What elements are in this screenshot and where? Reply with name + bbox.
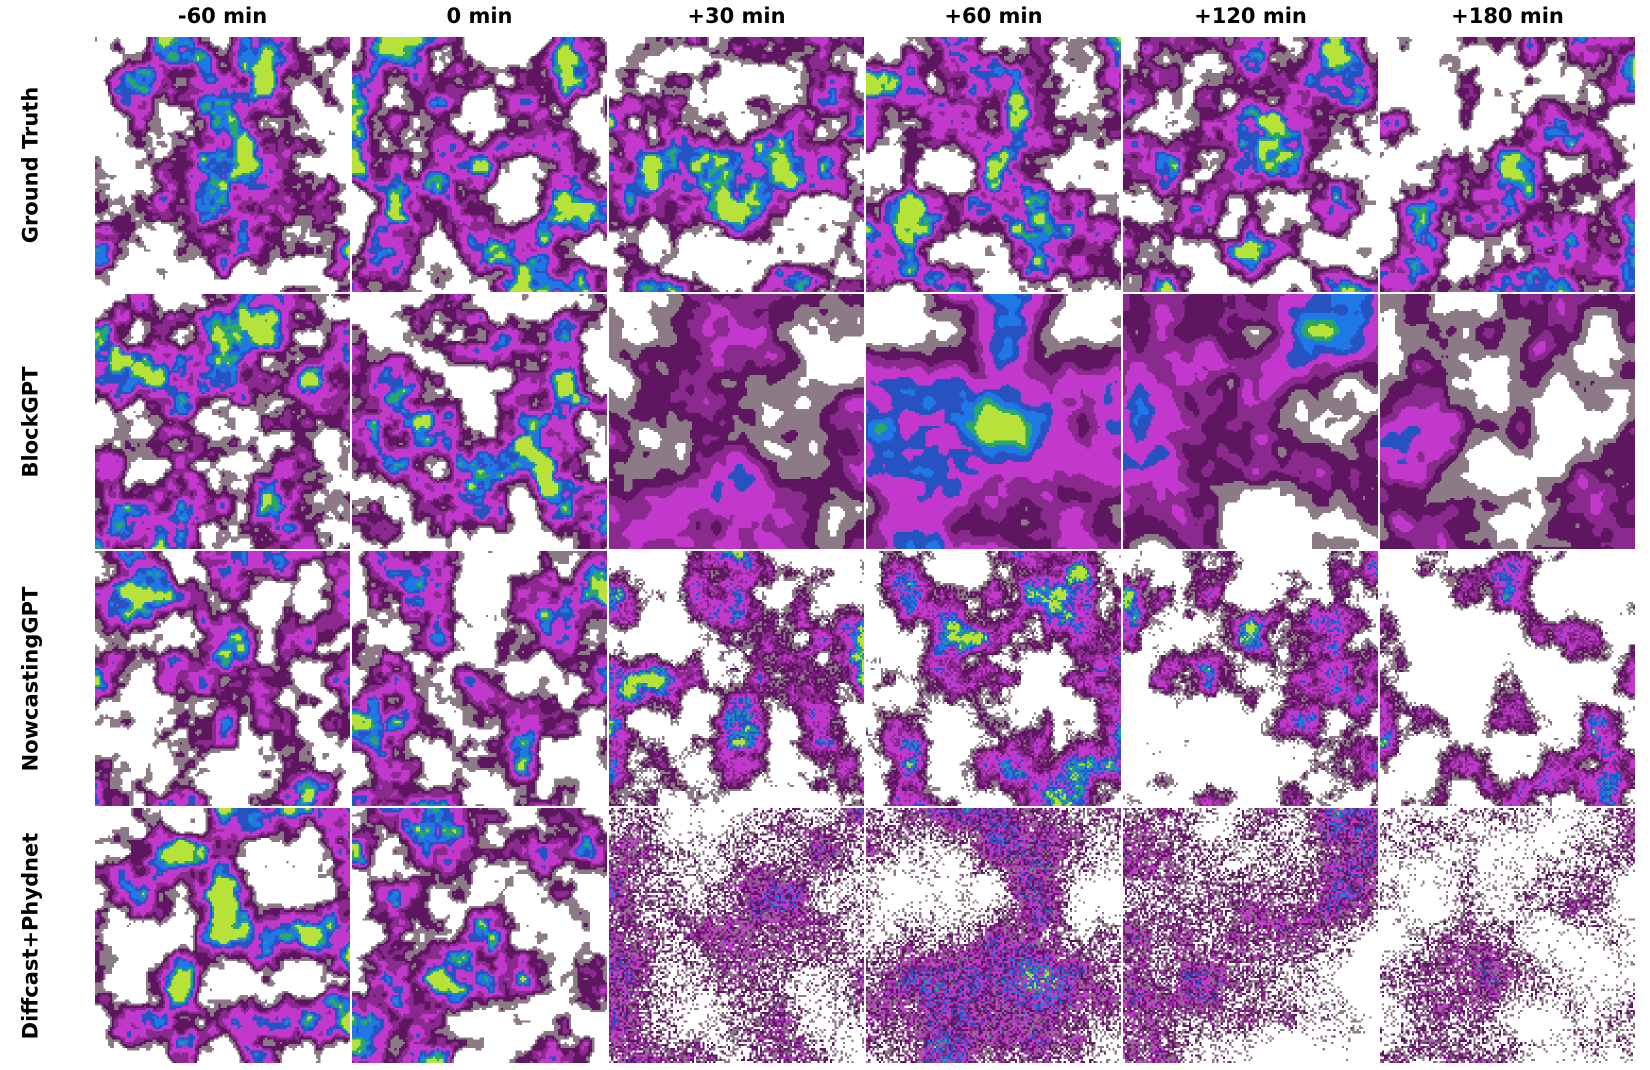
- radar-panel: [1380, 808, 1635, 1063]
- radar-panel: [1380, 551, 1635, 806]
- radar-image: [95, 551, 350, 806]
- radar-image: [95, 808, 350, 1063]
- radar-panel: [352, 808, 607, 1063]
- row-label-1: Ground Truth: [18, 86, 43, 243]
- radar-image: [95, 294, 350, 549]
- radar-image: [866, 37, 1121, 292]
- radar-panel: [352, 294, 607, 549]
- column-header-5: +120 min: [1194, 4, 1307, 28]
- radar-panel: [1380, 37, 1635, 292]
- radar-panel: [1380, 294, 1635, 549]
- radar-panel: [609, 808, 864, 1063]
- radar-panel: [1123, 808, 1378, 1063]
- radar-image: [1123, 551, 1378, 806]
- radar-panel: [609, 551, 864, 806]
- radar-image: [1380, 551, 1635, 806]
- radar-panel: [866, 551, 1121, 806]
- radar-image: [609, 808, 864, 1063]
- radar-image: [1123, 294, 1378, 549]
- radar-panel: [866, 808, 1121, 1063]
- radar-image: [609, 37, 864, 292]
- radar-image: [1123, 808, 1378, 1063]
- column-header-2: 0 min: [446, 4, 513, 28]
- row-label-3: NowcastingGPT: [18, 586, 43, 771]
- radar-panel: [95, 808, 350, 1063]
- radar-panel: [95, 294, 350, 549]
- radar-image: [1380, 808, 1635, 1063]
- radar-panel: [95, 551, 350, 806]
- column-header-3: +30 min: [687, 4, 786, 28]
- radar-image: [1380, 37, 1635, 292]
- radar-panel: [609, 37, 864, 292]
- radar-panel: [1123, 37, 1378, 292]
- radar-panel: [1123, 294, 1378, 549]
- radar-panel: [352, 551, 607, 806]
- column-header-1: -60 min: [177, 4, 268, 28]
- row-label-2: BlockGPT: [18, 366, 42, 477]
- row-label-4: Diffcast+Phydnet: [18, 832, 43, 1039]
- radar-image: [1123, 37, 1378, 292]
- radar-image: [352, 808, 607, 1063]
- column-header-4: +60 min: [944, 4, 1043, 28]
- radar-panel: [352, 37, 607, 292]
- radar-image: [95, 37, 350, 292]
- radar-image: [866, 294, 1121, 549]
- radar-image: [609, 294, 864, 549]
- radar-panel: [95, 37, 350, 292]
- column-header-6: +180 min: [1451, 4, 1564, 28]
- radar-image: [866, 808, 1121, 1063]
- radar-panel: [1123, 551, 1378, 806]
- radar-panel: [866, 37, 1121, 292]
- radar-image: [352, 37, 607, 292]
- radar-image: [1380, 294, 1635, 549]
- radar-image: [609, 551, 864, 806]
- radar-image: [866, 551, 1121, 806]
- radar-image: [352, 551, 607, 806]
- radar-panel: [609, 294, 864, 549]
- radar-panel: [866, 294, 1121, 549]
- radar-image: [352, 294, 607, 549]
